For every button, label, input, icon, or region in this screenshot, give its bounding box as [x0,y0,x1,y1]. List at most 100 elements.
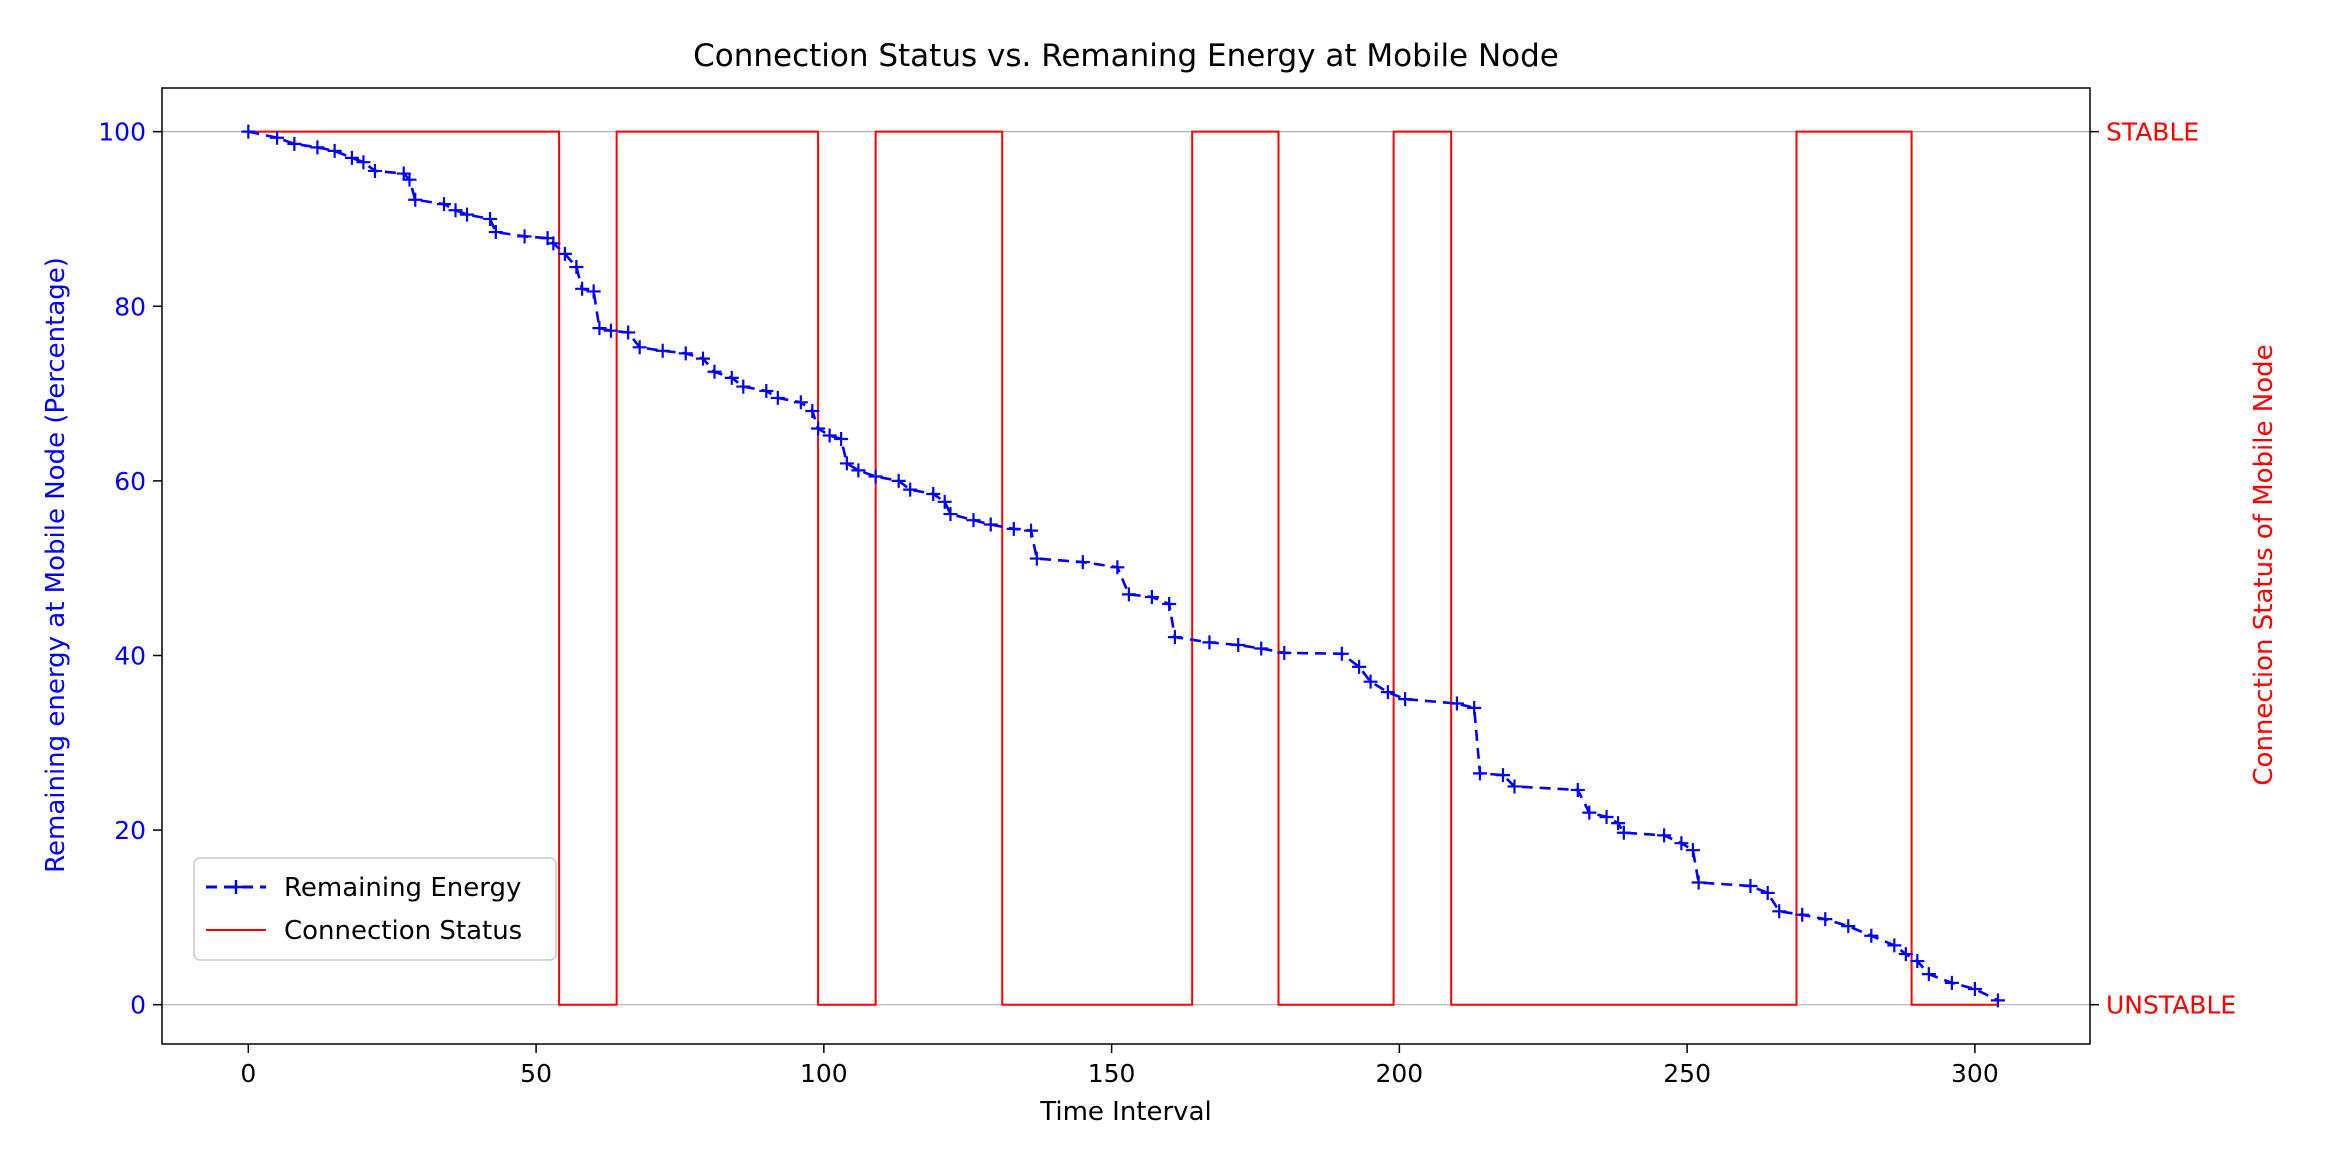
energy-point-52 [1029,551,1044,566]
energy-point-78 [1657,828,1672,843]
energy-point-34 [770,390,785,405]
x-tick-label: 200 [1376,1059,1424,1088]
y-tick-label: 20 [114,816,146,845]
energy-point-49 [983,517,998,532]
energy-point-39 [834,431,849,446]
energy-point-16 [517,229,532,244]
x-axis-title: Time Interval [1039,1097,1211,1127]
connection-status-line [248,130,1998,1006]
energy-point-22 [586,284,601,299]
y-axis-title: Remaining energy at Mobile Node (Percent… [41,257,71,873]
energy-point-84 [1772,904,1787,919]
energy-point-37 [811,421,826,436]
energy-point-69 [1467,700,1482,715]
y2-axis-title: Connection Status of Mobile Node [2249,344,2279,785]
energy-point-67 [1398,692,1413,707]
energy-point-32 [736,379,751,394]
energy-point-94 [1967,981,1982,996]
energy-point-29 [695,351,710,366]
energy-point-1 [270,130,285,145]
energy-point-61 [1254,641,1269,656]
energy-point-90 [1898,947,1913,962]
energy-point-6 [356,155,371,170]
y2-tick-label-unstable: UNSTABLE [2106,991,2236,1020]
x-tick-label: 100 [800,1059,848,1088]
remaining-energy-series [241,124,2005,1008]
energy-point-95 [1990,993,2005,1008]
energy-point-59 [1202,635,1217,650]
legend-energy-label: Remaining Energy [284,873,521,903]
energy-point-11 [437,197,452,212]
energy-point-51 [1024,523,1039,538]
energy-point-20 [569,259,584,274]
energy-point-0 [241,124,256,139]
legend-box [193,857,557,961]
energy-point-88 [1864,928,1879,943]
energy-point-18 [546,236,561,251]
energy-point-35 [793,395,808,410]
energy-point-12 [448,203,463,218]
energy-point-80 [1685,843,1700,858]
y-axis-ticks: 0 20 40 60 80 100 [98,118,162,1020]
energy-point-38 [822,428,837,443]
energy-point-74 [1582,805,1597,820]
energy-point-19 [557,246,572,261]
energy-point-40 [839,456,854,471]
energy-point-89 [1887,938,1902,953]
energy-point-75 [1599,810,1614,825]
energy-point-66 [1380,685,1395,700]
x-axis-ticks: 0 50 100 150 200 250 300 [240,1044,1999,1088]
energy-point-63 [1334,646,1349,661]
y-tick-label: 80 [114,292,146,321]
energy-point-46 [937,494,952,509]
energy-point-33 [759,383,774,398]
y-tick-label: 40 [114,641,146,670]
energy-point-60 [1231,638,1246,653]
energy-point-41 [851,463,866,478]
energy-point-83 [1760,885,1775,900]
x-tick-label: 0 [240,1059,256,1088]
energy-point-71 [1495,768,1510,783]
energy-point-3 [310,140,325,155]
energy-point-21 [575,281,590,296]
energy-point-31 [724,370,739,385]
energy-point-92 [1921,967,1936,982]
energy-point-44 [903,482,918,497]
energy-point-13 [460,207,475,222]
x-tick-label: 150 [1088,1059,1136,1088]
legend-status-label: Connection Status [284,916,522,946]
energy-point-73 [1570,782,1585,797]
energy-point-81 [1691,875,1706,890]
energy-point-53 [1075,555,1090,570]
energy-point-28 [678,346,693,361]
x-tick-label: 300 [1951,1059,1999,1088]
x-tick-label: 250 [1663,1059,1711,1088]
energy-point-70 [1472,766,1487,781]
energy-point-43 [891,473,906,488]
energy-point-54 [1110,560,1125,575]
energy-point-9 [402,172,417,187]
legend-energy-marker [229,880,243,894]
y2-tick-label-stable: STABLE [2106,118,2199,147]
energy-point-86 [1818,912,1833,927]
energy-point-5 [344,150,359,165]
energy-point-64 [1352,659,1367,674]
energy-point-47 [943,507,958,522]
energy-point-24 [603,323,618,338]
energy-point-45 [926,486,941,501]
energy-point-10 [408,192,423,207]
energy-point-93 [1944,975,1959,990]
energy-point-26 [632,340,647,355]
energy-point-79 [1674,836,1689,851]
energy-point-56 [1144,589,1159,604]
energy-point-82 [1743,878,1758,893]
energy-point-68 [1449,696,1464,711]
energy-point-77 [1616,825,1631,840]
energy-point-2 [287,136,302,151]
chart-title: Connection Status vs. Remaning Energy at… [693,38,1559,74]
legend: Remaining Energy Connection Status [193,857,557,961]
energy-point-27 [655,343,670,358]
energy-point-65 [1363,674,1378,689]
